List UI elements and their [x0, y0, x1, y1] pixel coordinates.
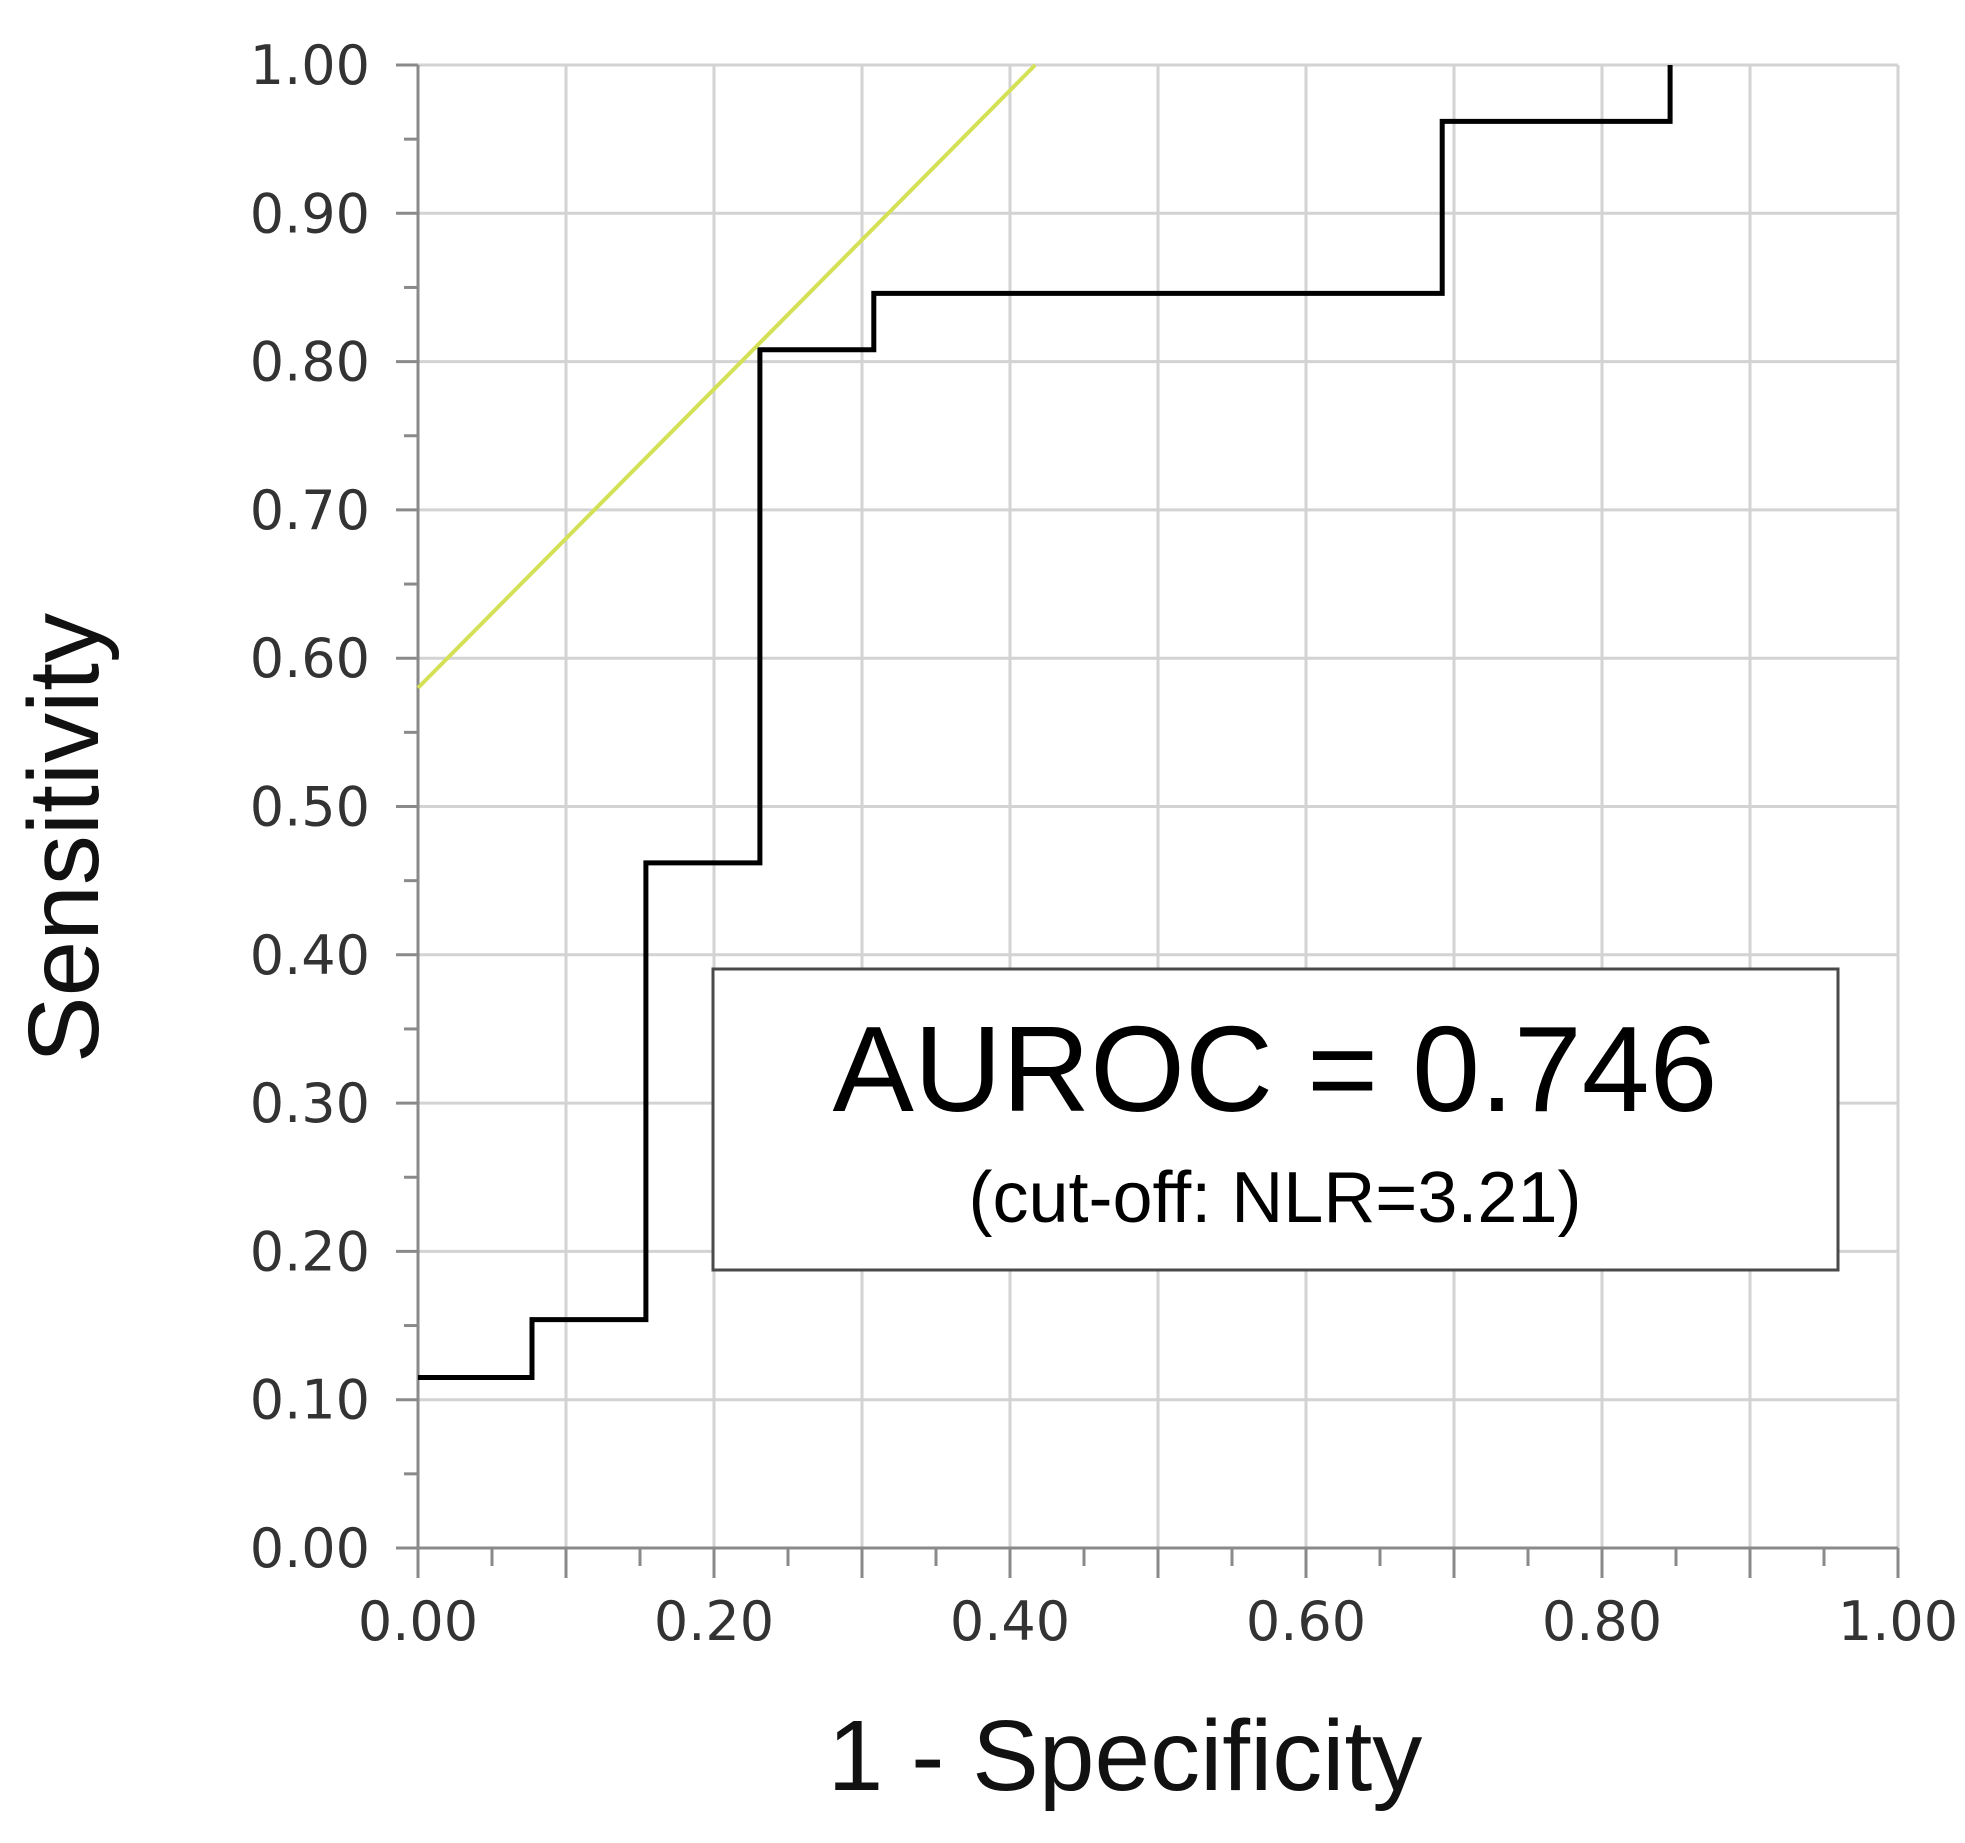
x-tick-label: 0.80	[1542, 1590, 1662, 1653]
y-tick-label: 0.10	[250, 1369, 370, 1432]
x-tick-label: 1.00	[1838, 1590, 1958, 1653]
x-tick-label: 0.20	[654, 1590, 774, 1653]
roc-curve	[418, 65, 1673, 1380]
x-tick-label: 0.40	[950, 1590, 1070, 1653]
y-tick-label: 0.40	[250, 924, 370, 987]
y-axis-title: Sensitivity	[8, 613, 120, 1063]
auroc-cutoff: (cut-off: NLR=3.21)	[969, 1158, 1582, 1238]
auroc-annotation-box	[711, 967, 1840, 1272]
y-tick-label: 0.80	[250, 331, 370, 394]
grid-lines	[416, 63, 1900, 1550]
y-tick-label: 0.70	[250, 479, 370, 542]
y-tick-label: 0.00	[250, 1517, 370, 1580]
auroc-value: AUROC = 0.746	[833, 1001, 1718, 1137]
minor-ticks	[396, 63, 1900, 1578]
x-tick-label: 0.60	[1246, 1590, 1366, 1653]
reference-line	[416, 63, 1037, 690]
y-tick-label: 0.20	[250, 1220, 370, 1283]
y-tick-label: 0.60	[250, 627, 370, 690]
y-tick-label: 0.30	[250, 1072, 370, 1135]
x-axis-title: 1 - Specificity	[828, 1700, 1423, 1812]
x-tick-label: 0.00	[358, 1590, 478, 1653]
x-tick-labels: 0.00 0.20 0.40 0.60 0.80 1.00	[358, 1590, 1958, 1653]
y-tick-label: 1.00	[250, 34, 370, 97]
y-tick-labels: 0.00 0.10 0.20 0.30 0.40 0.50 0.60 0.70 0.80 0.90…	[250, 34, 370, 1580]
y-tick-label: 0.90	[250, 182, 370, 245]
series-layer	[416, 63, 1673, 1380]
y-tick-label: 0.50	[250, 776, 370, 839]
